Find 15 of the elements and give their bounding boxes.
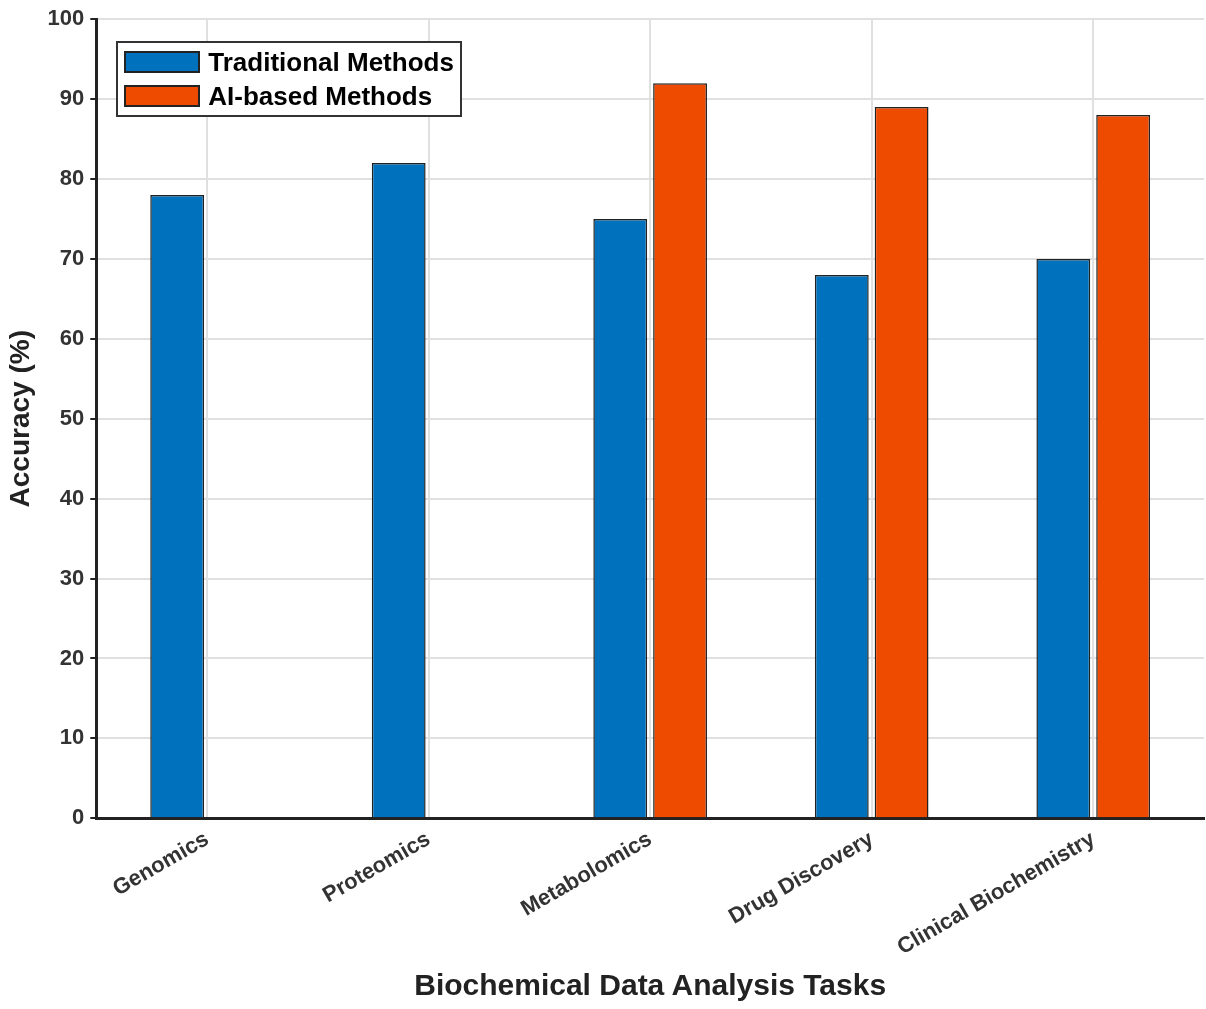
legend-label: AI-based Methods [208,80,433,112]
y-tick-label: 50 [59,404,85,430]
y-tick-label: 100 [47,5,85,31]
y-tick-label: 10 [59,724,85,750]
y-tick-label: 60 [59,324,85,350]
y-tick-label: 70 [59,244,85,270]
y-axis-title: Accuracy (%) [3,330,35,508]
y-tick-label: 20 [59,644,85,670]
y-tick-label: 90 [59,85,85,111]
y-tick-label: 0 [72,804,85,830]
y-tick-label: 30 [59,564,85,590]
y-tick-label: 40 [59,484,85,510]
legend-label: Traditional Methods [208,46,454,78]
y-tick-label: 80 [59,165,85,191]
x-axis-title: Biochemical Data Analysis Tasks [414,968,887,1002]
